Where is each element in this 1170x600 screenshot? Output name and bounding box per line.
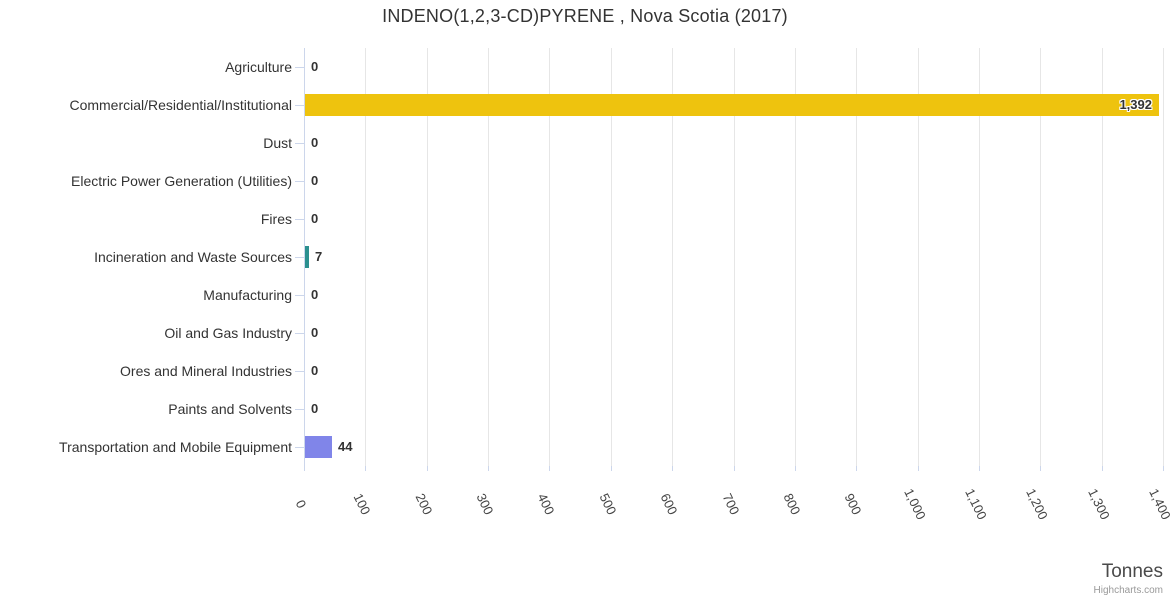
x-axis-tick: [734, 466, 735, 471]
x-gridline: [611, 48, 612, 466]
y-axis-tick: [295, 105, 304, 106]
category-label-electric-power-generation-utilities: Electric Power Generation (Utilities): [71, 173, 292, 189]
bar-incineration-and-waste-sources[interactable]: [305, 246, 309, 268]
x-axis-label: 700: [719, 490, 743, 518]
x-axis-tick: [611, 466, 612, 471]
data-label: 0: [311, 135, 319, 150]
x-axis-label: 1,100: [962, 486, 990, 522]
x-gridline: [856, 48, 857, 466]
x-axis-tick: [427, 466, 428, 471]
category-label-ores-and-mineral-industries: Ores and Mineral Industries: [120, 363, 292, 379]
x-gridline: [427, 48, 428, 466]
y-axis-tick: [295, 181, 304, 182]
y-axis-tick: [295, 67, 304, 68]
x-axis-tick: [304, 466, 305, 471]
data-label: 0: [311, 287, 319, 302]
x-axis-label: 0: [292, 497, 310, 511]
y-axis-tick: [295, 333, 304, 334]
x-axis-tick: [549, 466, 550, 471]
x-gridline: [488, 48, 489, 466]
x-axis-label: 1,000: [901, 486, 929, 522]
data-label: 0: [311, 173, 319, 188]
x-gridline: [672, 48, 673, 466]
x-axis-label: 800: [780, 490, 804, 518]
category-label-manufacturing: Manufacturing: [203, 287, 292, 303]
x-axis-tick: [795, 466, 796, 471]
category-label-dust: Dust: [263, 135, 292, 151]
y-axis-tick: [295, 219, 304, 220]
bar-transportation-and-mobile-equipment[interactable]: [305, 436, 332, 458]
y-axis-tick: [295, 143, 304, 144]
highcharts-credit-link[interactable]: Highcharts.com: [1093, 585, 1163, 596]
x-axis-tick: [1163, 466, 1164, 471]
x-gridline: [918, 48, 919, 466]
bar-commercial-residential-institutional[interactable]: [305, 94, 1159, 116]
category-label-oil-and-gas-industry: Oil and Gas Industry: [164, 325, 292, 341]
x-axis-label: 900: [841, 490, 865, 518]
x-axis-label: 200: [412, 490, 436, 518]
y-axis-tick: [295, 409, 304, 410]
x-axis-label: 500: [596, 490, 620, 518]
x-gridline: [1163, 48, 1164, 466]
x-gridline: [1040, 48, 1041, 466]
x-gridline: [734, 48, 735, 466]
y-axis-tick: [295, 447, 304, 448]
data-label: 44: [338, 439, 353, 454]
category-label-paints-and-solvents: Paints and Solvents: [168, 401, 292, 417]
y-axis-tick: [295, 257, 304, 258]
x-gridline: [979, 48, 980, 466]
x-axis-label: 300: [473, 490, 497, 518]
x-gridline: [795, 48, 796, 466]
x-axis-label: 400: [534, 490, 558, 518]
category-label-commercial-residential-institutional: Commercial/Residential/Institutional: [69, 97, 292, 113]
x-gridline: [1102, 48, 1103, 466]
x-axis-tick: [488, 466, 489, 471]
x-axis-tick: [672, 466, 673, 471]
y-axis-line: [304, 48, 305, 466]
x-axis-title: Tonnes: [1101, 561, 1163, 582]
x-gridline: [549, 48, 550, 466]
data-label: 1,392: [1119, 97, 1152, 112]
y-axis-tick: [295, 295, 304, 296]
y-axis-tick: [295, 371, 304, 372]
data-label: 0: [311, 211, 319, 226]
x-axis-label: 600: [657, 490, 681, 518]
x-axis-tick: [1102, 466, 1103, 471]
category-label-agriculture: Agriculture: [225, 59, 292, 75]
x-axis-tick: [365, 466, 366, 471]
category-label-incineration-and-waste-sources: Incineration and Waste Sources: [94, 249, 292, 265]
data-label: 0: [311, 59, 319, 74]
chart-title: INDENO(1,2,3-CD)PYRENE , Nova Scotia (20…: [382, 6, 788, 26]
data-label: 0: [311, 401, 319, 416]
x-gridline: [365, 48, 366, 466]
x-axis-label: 1,400: [1146, 486, 1170, 522]
category-label-fires: Fires: [260, 211, 292, 227]
x-axis-tick: [856, 466, 857, 471]
x-axis-label: 1,300: [1085, 486, 1113, 522]
x-axis-tick: [979, 466, 980, 471]
x-axis-label: 1,200: [1023, 486, 1051, 522]
x-axis-tick: [918, 466, 919, 471]
data-label: 0: [311, 325, 319, 340]
data-label: 0: [311, 363, 319, 378]
data-label: 7: [315, 249, 323, 264]
x-axis-tick: [1040, 466, 1041, 471]
category-label-transportation-and-mobile-equipment: Transportation and Mobile Equipment: [59, 439, 292, 455]
x-axis-label: 100: [350, 490, 374, 518]
